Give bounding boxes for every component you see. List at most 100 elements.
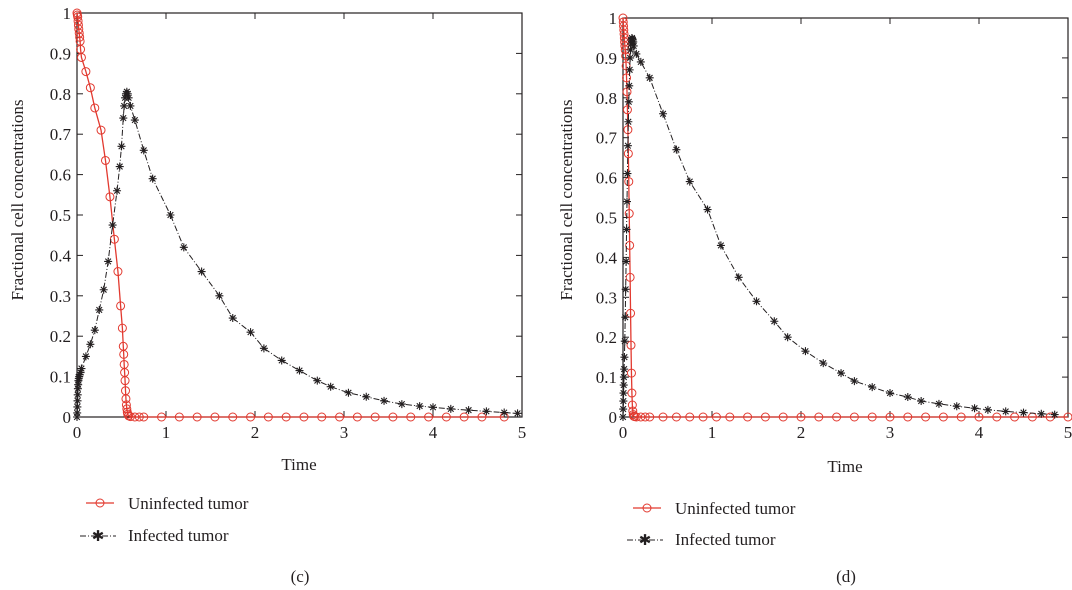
data-point-uninfected xyxy=(938,412,948,422)
y-tick-label: 0 xyxy=(63,408,72,427)
data-point-infected xyxy=(415,402,424,411)
legend-entry-infected: ✱ Infected tumor xyxy=(80,526,229,545)
data-point-uninfected xyxy=(210,412,220,422)
data-point-uninfected xyxy=(743,412,753,422)
legend-entry-uninfected: Uninfected tumor xyxy=(86,494,249,513)
y-tick-label: 1 xyxy=(609,9,618,28)
x-tick-label: 5 xyxy=(518,423,527,442)
data-point-infected xyxy=(886,389,894,398)
y-tick-label: 0.1 xyxy=(596,368,617,387)
data-point-infected xyxy=(619,381,628,390)
data-point-infected xyxy=(179,243,188,252)
data-point-infected xyxy=(620,337,629,346)
data-point-uninfected xyxy=(631,412,641,422)
data-point-infected xyxy=(621,285,630,294)
data-point-infected xyxy=(122,87,131,96)
data-point-uninfected xyxy=(477,412,487,422)
series-infected xyxy=(619,33,1059,421)
data-point-uninfected xyxy=(1010,412,1020,422)
data-point-uninfected xyxy=(796,412,806,422)
data-point-infected xyxy=(313,376,322,385)
series-uninfected xyxy=(618,13,1072,422)
data-point-uninfected xyxy=(711,412,721,422)
data-point-uninfected xyxy=(388,412,398,422)
data-point-infected xyxy=(73,413,81,421)
x-tick-label: 1 xyxy=(708,423,717,442)
x-tick-label: 3 xyxy=(886,423,895,442)
data-point-infected xyxy=(215,291,224,300)
data-point-infected xyxy=(73,408,82,417)
y-tick-label: 0.4 xyxy=(596,248,618,267)
data-point-infected xyxy=(629,41,638,50)
data-point-uninfected xyxy=(626,308,636,318)
x-axis-label: Time xyxy=(281,455,316,474)
data-point-infected xyxy=(73,396,82,405)
data-point-infected xyxy=(362,392,371,401)
data-point-uninfected xyxy=(174,412,184,422)
data-point-infected xyxy=(685,177,694,186)
y-tick-label: 0.9 xyxy=(596,49,617,68)
legend-entry-uninfected: Uninfected tumor xyxy=(633,499,796,518)
data-point-uninfected xyxy=(116,301,126,311)
plot-frame xyxy=(622,17,1069,418)
data-point-uninfected xyxy=(121,394,131,404)
data-point-infected xyxy=(259,344,268,353)
data-point-infected xyxy=(622,257,631,266)
data-point-uninfected xyxy=(956,412,966,422)
legend-label-infected: Infected tumor xyxy=(675,530,776,549)
data-point-uninfected xyxy=(992,412,1002,422)
y-tick-label: 0.4 xyxy=(50,246,72,265)
data-point-infected xyxy=(295,366,304,375)
data-point-infected xyxy=(197,267,206,276)
data-point-infected xyxy=(228,314,237,323)
data-point-infected xyxy=(482,407,491,416)
data-point-uninfected xyxy=(370,412,380,422)
data-point-infected xyxy=(983,405,992,414)
data-point-infected xyxy=(326,382,335,391)
series-line-infected xyxy=(622,36,1055,418)
data-point-infected xyxy=(623,141,632,150)
x-tick-label: 0 xyxy=(73,423,82,442)
legend-marker-infected: ✱ xyxy=(92,529,105,545)
data-point-infected xyxy=(716,241,725,250)
data-point-uninfected xyxy=(281,412,291,422)
data-point-infected xyxy=(622,225,631,234)
data-point-uninfected xyxy=(626,368,636,378)
data-point-uninfected xyxy=(113,267,123,277)
data-point-uninfected xyxy=(105,192,115,202)
data-point-uninfected xyxy=(75,32,85,42)
y-tick-label: 0 xyxy=(609,408,618,427)
x-tick-label: 3 xyxy=(340,423,349,442)
x-axis-label: Time xyxy=(827,457,862,476)
data-point-infected xyxy=(119,114,128,123)
x-tick-label: 0 xyxy=(619,423,628,442)
legend-marker-uninfected xyxy=(95,498,105,508)
data-point-infected xyxy=(513,409,522,418)
data-point-uninfected xyxy=(424,412,434,422)
legend-marker-uninfected xyxy=(642,503,652,513)
data-point-infected xyxy=(625,81,634,90)
data-point-uninfected xyxy=(157,412,167,422)
data-point-infected xyxy=(837,369,846,378)
series-line-uninfected xyxy=(622,17,1068,418)
data-point-infected xyxy=(86,340,95,349)
data-point-infected xyxy=(801,347,810,356)
data-point-infected xyxy=(970,404,979,413)
data-point-infected xyxy=(130,116,139,125)
data-point-uninfected xyxy=(625,240,635,250)
data-point-infected xyxy=(76,368,85,377)
data-point-infected xyxy=(619,373,628,382)
data-point-uninfected xyxy=(246,412,256,422)
data-point-infected xyxy=(99,285,108,294)
data-point-uninfected xyxy=(317,412,327,422)
data-point-infected xyxy=(95,305,104,314)
data-point-uninfected xyxy=(81,67,91,77)
data-point-infected xyxy=(703,205,712,214)
y-tick-label: 0.3 xyxy=(50,287,71,306)
y-tick-label: 1 xyxy=(63,4,72,23)
data-point-uninfected xyxy=(121,400,131,410)
data-point-infected xyxy=(73,390,82,399)
data-point-uninfected xyxy=(622,105,632,115)
y-tick-label: 0.6 xyxy=(596,169,617,188)
